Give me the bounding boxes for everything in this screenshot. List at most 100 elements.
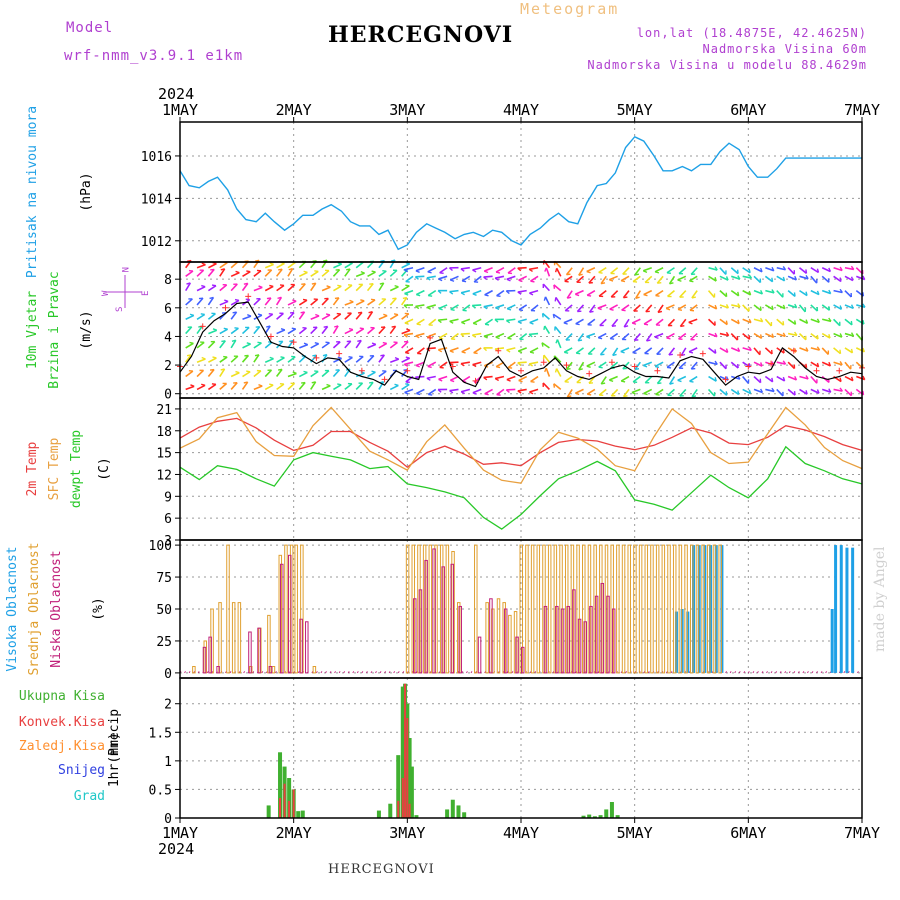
wind-barb (565, 361, 573, 370)
wind-barb-head (805, 275, 809, 280)
wind-barb-head (235, 270, 240, 274)
y-axis-label: SFC Temp (47, 438, 62, 501)
gust-marker (813, 367, 820, 374)
wind-barb-head (529, 292, 534, 296)
wind-barb-head (714, 349, 717, 354)
wind-barb-head (805, 319, 809, 324)
wind-barb (506, 304, 516, 310)
cloud-baseline-tick (847, 671, 850, 674)
wind-barb-head (689, 380, 694, 383)
wind-barb-head (483, 376, 488, 381)
wind-barb (507, 361, 516, 369)
wind-barb-head (472, 364, 477, 368)
wind-barb (554, 326, 562, 335)
wind-barb-head (839, 361, 843, 366)
wind-barb-head (577, 339, 583, 342)
gust-marker (427, 334, 434, 341)
cloud-bar-mid (289, 544, 294, 674)
wind-barb (472, 318, 482, 325)
cloud-bar-high (830, 609, 834, 673)
wind-barb-head (449, 267, 453, 272)
wind-barb (449, 388, 459, 392)
wind-barb-head (563, 322, 568, 325)
wind-barb (389, 269, 398, 277)
wind-barb (416, 318, 425, 325)
wind-barb-head (666, 272, 672, 275)
wind-barb-head (518, 379, 523, 383)
wind-barb (742, 318, 752, 324)
y-axis-label: Srednja Oblacnost (27, 542, 42, 675)
wind-barb (185, 298, 193, 306)
cloud-baseline-tick (752, 671, 755, 674)
wind-barb (545, 367, 551, 377)
wind-barb (690, 332, 698, 341)
wind-barb-head (643, 392, 648, 396)
wind-barb-head (632, 351, 637, 355)
wind-barb (264, 357, 274, 363)
precip-bar-conv (401, 778, 404, 818)
x-tick-label-top: 3MAY (389, 101, 425, 119)
wind-barb-head (794, 303, 798, 308)
wind-barb (634, 267, 641, 276)
wind-barb (566, 290, 573, 299)
wind-barb (518, 304, 528, 311)
cloud-baseline-tick (356, 671, 359, 674)
cloud-baseline-tick (788, 671, 791, 674)
wind-barb (438, 347, 448, 351)
wind-barb-head (782, 376, 786, 382)
wind-barb (484, 318, 494, 325)
cloud-bar-high (851, 547, 855, 673)
wind-barb-head (688, 351, 694, 354)
wind-barb-head (314, 270, 319, 273)
wind-barb-head (483, 335, 488, 339)
wind-barb (787, 388, 796, 396)
wind-barb-head (224, 299, 229, 303)
y-axis-label: 1hr Precip (107, 709, 122, 787)
wind-barb (689, 275, 698, 282)
wind-barb (415, 332, 425, 337)
wind-barb (586, 361, 596, 367)
wind-barb-head (805, 291, 808, 296)
wind-barb (764, 318, 773, 327)
y-axis-label: 10m Vjetar (25, 291, 40, 369)
wind-barb-head (383, 313, 388, 317)
cloud-bar-low (515, 636, 519, 674)
cloud-bar-low (589, 605, 593, 674)
wind-barb (654, 361, 664, 368)
wind-barb (403, 332, 414, 336)
wind-barb (731, 304, 741, 308)
y-unit-label: (%) (91, 597, 106, 620)
wind-barb (390, 358, 400, 363)
wind-barb (438, 304, 448, 310)
wind-barb (517, 347, 527, 352)
cloud-baseline-tick (188, 671, 191, 674)
wind-barb-head (760, 388, 764, 393)
wind-barb (821, 332, 831, 339)
cloud-bar-mid (667, 544, 671, 674)
x-tick-label-bottom: 3MAY (389, 824, 425, 842)
wind-barb (844, 304, 854, 310)
wind-barb (460, 266, 470, 270)
wind-barb (730, 333, 739, 341)
gust-marker (495, 347, 502, 354)
wind-barb (196, 341, 205, 349)
cloud-baseline-tick (797, 671, 800, 674)
wind-barb-head (839, 349, 842, 354)
precip-bar-conv (406, 718, 409, 818)
cloud-bar-mid (530, 544, 535, 674)
wind-barb (401, 383, 410, 391)
wind-barb (439, 361, 448, 369)
cloud-baseline-tick (384, 671, 387, 674)
wind-barb (566, 388, 573, 398)
wind-barb (753, 275, 762, 284)
wind-barb (264, 297, 272, 306)
wind-barb (833, 275, 842, 283)
cloud-bar-mid (284, 544, 288, 674)
precip-legend-item: Konvek.Kisa (19, 715, 105, 730)
wind-barb (753, 304, 762, 312)
wind-barb-head (200, 313, 205, 316)
wind-barb (517, 388, 527, 392)
wind-barb (264, 285, 274, 292)
wind-barb-head (528, 363, 533, 367)
cloud-baseline-tick (320, 671, 323, 674)
